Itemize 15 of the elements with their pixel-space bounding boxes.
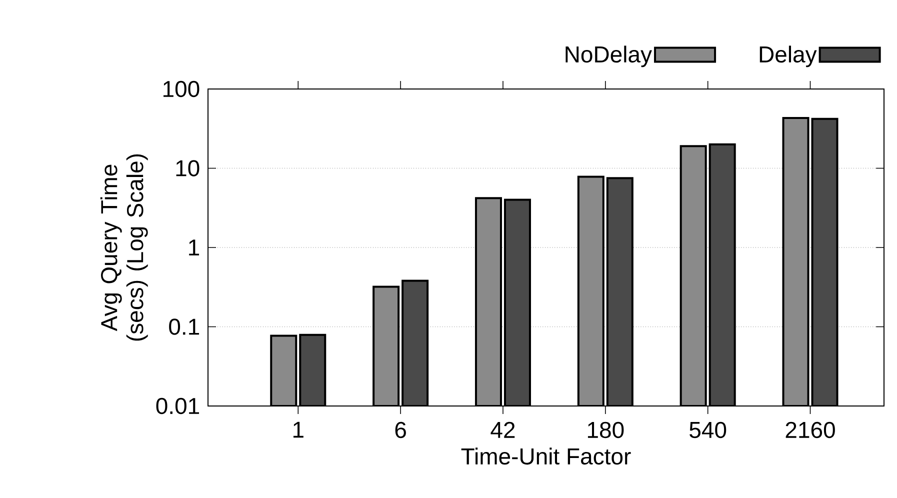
y-axis-title: Avg Query Time (secs) (Log Scale) [100,154,148,341]
y-tick-label: 1 [189,240,200,256]
x-tick-label: 6 [395,422,406,438]
y-tick-label: 0.1 [169,318,200,335]
legend-label: NoDelay [566,46,652,68]
y-tick-label: 10 [176,160,200,176]
x-tick-label: 42 [490,422,515,438]
x-tick-label: 1 [293,422,304,438]
x-axis-title: Time-Unit Factor [461,448,631,465]
x-tick-label: 2160 [786,422,835,438]
y-tick-label: 0.01 [156,398,200,414]
x-tick-label: 540 [690,422,726,438]
x-tick-label: 180 [588,422,624,438]
y-tick-label: 100 [164,80,200,98]
legend-label: Delay [760,46,817,68]
